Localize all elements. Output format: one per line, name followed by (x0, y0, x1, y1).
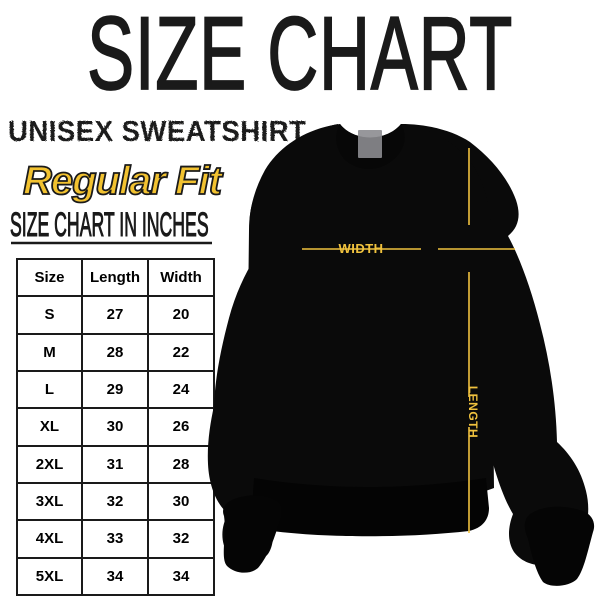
svg-text:WIDTH: WIDTH (338, 241, 383, 256)
svg-text:LENGTH: LENGTH (466, 386, 480, 438)
